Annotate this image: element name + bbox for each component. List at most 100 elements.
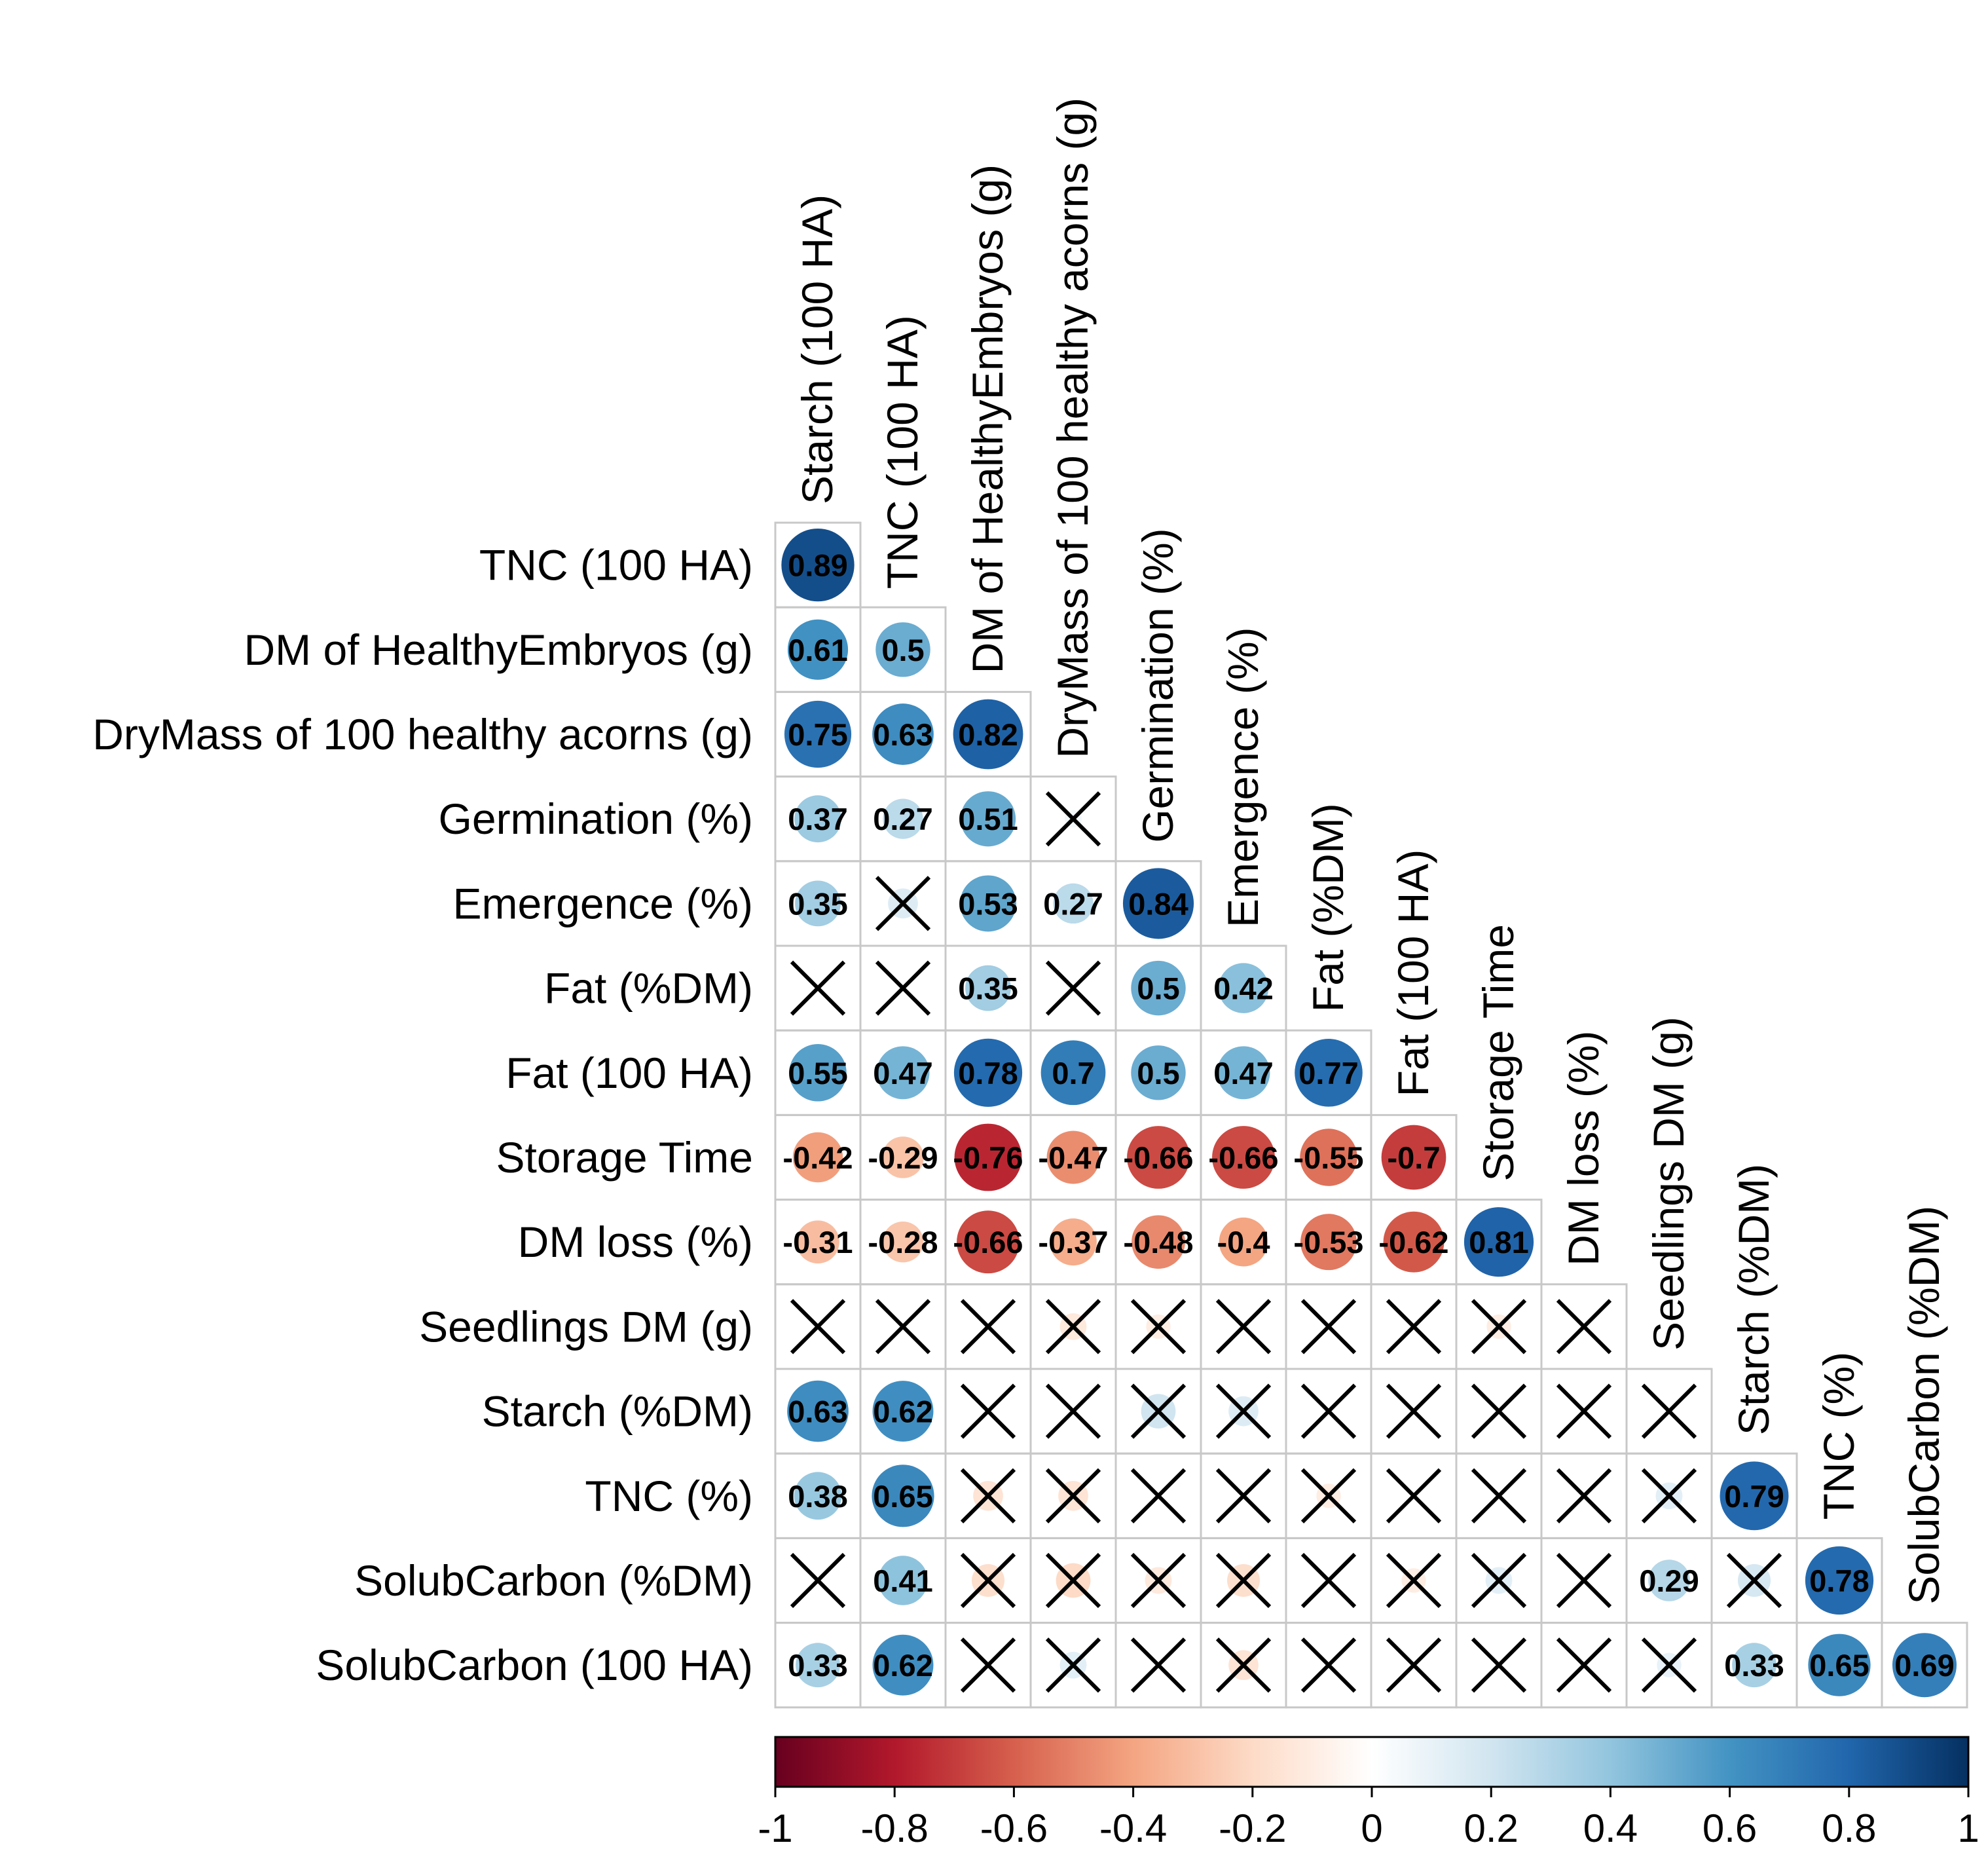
correlation-value-label: 0.27 [873,802,932,836]
correlation-circle [1040,1040,1106,1106]
correlation-value-label: -0.37 [1038,1225,1108,1260]
matrix-cell [1200,1452,1287,1539]
insignificant-cross-stroke [1215,1468,1272,1523]
insignificant-cross-stroke [1045,1552,1101,1609]
column-label-dm-of-healthyembryos-g: DM of HealthyEmbryos (g) [963,164,1012,674]
matrix-cell [1455,1283,1543,1370]
insignificant-cross-stroke [1471,1383,1527,1439]
correlation-value-label: 0.89 [788,548,847,583]
column-label-dm-loss: DM loss (%) [1559,1030,1608,1265]
insignificant-cross-stroke [1045,1468,1101,1523]
matrix-cell: 0.78 [1795,1537,1883,1624]
matrix-cell: 0.5 [1114,944,1202,1032]
correlation-circle [794,1472,842,1520]
insignificant-cross-stroke [875,960,931,1016]
correlation-circle [787,619,849,680]
insignificant-cross-stroke [790,960,846,1016]
correlation-value-label: 0.69 [1894,1648,1954,1683]
matrix-cell: 0.69 [1881,1622,1968,1709]
matrix-cell [1540,1452,1628,1539]
correlation-circle [953,699,1023,770]
matrix-cell: 0.63 [774,1368,862,1455]
matrix-cell: 0.65 [859,1452,947,1539]
insignificant-cross-stroke [790,1299,846,1354]
correlation-value-label: -0.47 [1038,1140,1108,1175]
matrix-cell: -0.31 [774,1199,862,1286]
matrix-cell [859,860,947,947]
correlation-value-label: 0.63 [873,717,932,752]
correlation-circle [876,1046,930,1100]
cell-border [1881,1622,1968,1709]
matrix-cell [1114,1283,1202,1370]
insignificant-cross-stroke [1215,1637,1272,1693]
matrix-cell: -0.66 [944,1199,1032,1286]
correlation-circle [1050,1218,1097,1266]
matrix-cell [1370,1368,1458,1455]
insignificant-cross-stroke [1300,1468,1357,1523]
row-label-drymass-of-100-healthy-acorns-g: DryMass of 100 healthy acorns (g) [92,710,753,758]
correlation-value-label: -0.42 [782,1140,853,1175]
matrix-cell [944,1622,1032,1709]
matrix-cell: 0.51 [944,775,1032,863]
correlation-circle [1805,1546,1874,1615]
insignificant-cross-stroke [1045,960,1101,1016]
colorbar-gradient [774,1736,1970,1788]
correlation-value-label: 0.65 [1809,1648,1869,1683]
matrix-cell: 0.79 [1710,1452,1798,1539]
correlation-value-label: 0.27 [1043,886,1103,921]
matrix-cell [1200,1368,1287,1455]
insignificant-cross-stroke [1386,1468,1442,1523]
matrix-cell: -0.55 [1285,1113,1372,1201]
matrix-cell: -0.42 [774,1113,862,1201]
insignificant-cross-stroke [1300,1299,1357,1354]
correlation-value-label: 0.77 [1298,1056,1358,1091]
insignificant-cross-stroke [1386,1637,1442,1693]
correlation-circle [1132,1215,1185,1269]
correlation-value-label: -0.28 [868,1225,938,1260]
insignificant-cross-stroke [1386,1383,1442,1439]
insignificant-cross-stroke [1641,1637,1697,1693]
column-label-storage-time: Storage Time [1474,924,1522,1182]
correlation-circle [878,1556,928,1605]
insignificant-cross-stroke [1045,1637,1101,1693]
matrix-cell: 0.89 [774,521,862,608]
correlation-circle [1122,868,1194,939]
correlation-circle [1381,1125,1446,1190]
matrix-cell [1455,1622,1543,1709]
matrix-cell: 0.77 [1285,1029,1372,1116]
insignificant-cross-stroke [1130,1468,1187,1523]
correlation-circle [1892,1633,1957,1698]
correlation-circle [960,791,1016,847]
matrix-cell [1710,1537,1798,1624]
insignificant-cross-stroke [1300,1552,1357,1609]
matrix-cell: 0.42 [1200,944,1287,1032]
matrix-cell [1285,1452,1372,1539]
correlation-circle [872,1381,934,1442]
matrix-cell [1114,1622,1202,1709]
correlation-value-label: 0.42 [1213,971,1273,1006]
row-label-tnc: TNC (%) [585,1472,753,1520]
correlation-circle [954,1123,1022,1191]
row-label-emergence: Emergence (%) [453,879,754,927]
colorbar-tick-label: -0.2 [1219,1806,1286,1850]
correlation-value-label: -0.66 [1208,1140,1278,1175]
insignificant-cross-stroke [960,1637,1016,1693]
colorbar-tick-label: 0 [1361,1806,1382,1850]
matrix-cell [1029,1622,1117,1709]
colorbar-tick-label: -1 [758,1806,792,1850]
correlation-value-label: 0.62 [873,1394,932,1429]
insignificant-cross-stroke [1556,1299,1612,1354]
matrix-cell: -0.37 [1029,1199,1117,1286]
row-labels: TNC (100 HA) DM of HealthyEmbryos (g) DryM… [92,541,753,1690]
correlation-circle [1383,1211,1445,1273]
correlation-circle [882,1221,924,1263]
correlation-value-label: 0.7 [1052,1056,1094,1091]
correlation-circle [1212,1126,1275,1189]
correlation-circle [872,1634,934,1696]
correlation-circle [1217,1046,1270,1100]
correlation-value-label: 0.79 [1724,1479,1784,1514]
matrix-cell: -0.62 [1370,1199,1458,1286]
correlation-value-label: 0.55 [788,1056,847,1091]
matrix-cell: 0.29 [1625,1537,1713,1624]
correlation-circle [882,1136,924,1178]
